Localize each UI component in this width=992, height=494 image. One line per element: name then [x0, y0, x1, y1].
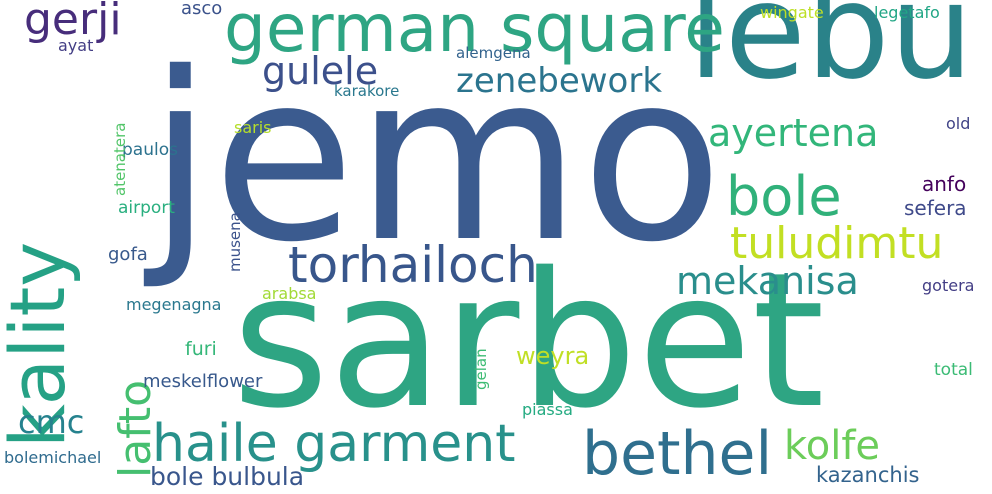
word-kolfe: kolfe — [784, 423, 881, 469]
word-meskelflower: meskelflower — [143, 371, 263, 392]
word-legetafo: legetafo — [874, 3, 940, 22]
word-total: total — [934, 360, 973, 380]
word-haile-garment: haile garment — [152, 414, 516, 474]
word-gotera: gotera — [922, 276, 975, 295]
word-bethel: bethel — [582, 419, 773, 489]
word-sefera: sefera — [904, 196, 967, 220]
word-arabsa: arabsa — [262, 284, 317, 303]
word-piassa: piassa — [522, 400, 573, 419]
word-bole-bulbula: bole bulbula — [150, 462, 305, 491]
word-saris: saris — [234, 118, 272, 137]
word-wingate: wingate — [760, 3, 824, 22]
word-ayertena: ayertena — [708, 111, 879, 155]
word-sarbet: sarbet — [232, 232, 825, 449]
word-bolemichael: bolemichael — [4, 448, 102, 467]
word-bole: bole — [726, 165, 842, 228]
word-gulele: gulele — [262, 49, 379, 93]
word-megenagna: megenagna — [126, 295, 222, 314]
word-german-square: german square — [224, 0, 725, 67]
word-musena: musena — [226, 212, 244, 272]
word-furi: furi — [185, 338, 217, 360]
word-gofa: gofa — [108, 244, 148, 265]
word-mekanisa: mekanisa — [676, 259, 859, 303]
word-karakore: karakore — [334, 82, 400, 100]
word-gelan: gelan — [472, 348, 490, 390]
word-atenatera: atenatera — [111, 122, 129, 196]
word-jemo: jemo — [148, 23, 724, 293]
word-anfo: anfo — [922, 172, 967, 196]
word-asco: asco — [181, 0, 223, 19]
word-airport: airport — [118, 198, 175, 218]
word-kazanchis: kazanchis — [816, 463, 920, 487]
word-zenebework: zenebework — [456, 61, 663, 101]
word-paulos: paulos — [122, 140, 178, 160]
word-old: old — [946, 114, 971, 133]
word-gerji: gerji — [24, 0, 122, 45]
word-cmc: cmc — [18, 403, 85, 441]
word-weyra: weyra — [516, 342, 590, 370]
word-tuludimtu: tuludimtu — [730, 218, 944, 269]
word-alemgena: alemgena — [456, 44, 531, 62]
word-torhailoch: torhailoch — [288, 236, 538, 294]
word-ayat: ayat — [58, 36, 94, 55]
word-lebu: lebu — [688, 0, 974, 109]
